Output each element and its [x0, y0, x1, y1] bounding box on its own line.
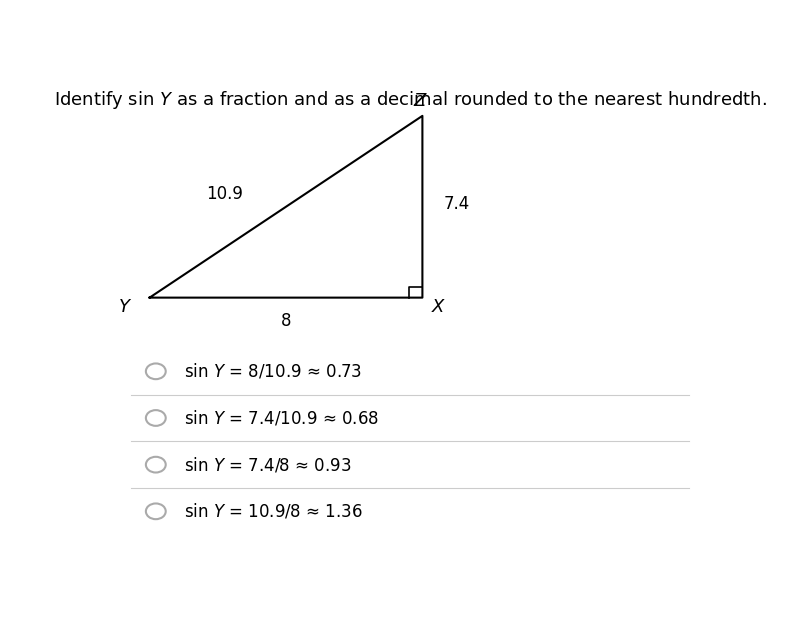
Text: sin $Y$ = 7.4/10.9 ≈ 0.68: sin $Y$ = 7.4/10.9 ≈ 0.68 [184, 408, 378, 427]
Text: X: X [432, 299, 444, 316]
Text: sin $Y$ = 8/10.9 ≈ 0.73: sin $Y$ = 8/10.9 ≈ 0.73 [184, 362, 362, 381]
Text: sin $Y$ = 10.9/8 ≈ 1.36: sin $Y$ = 10.9/8 ≈ 1.36 [184, 502, 362, 521]
Text: sin $Y$ = 7.4/8 ≈ 0.93: sin $Y$ = 7.4/8 ≈ 0.93 [184, 455, 351, 474]
Text: Z: Z [413, 92, 426, 110]
Text: 10.9: 10.9 [206, 186, 242, 204]
Text: 7.4: 7.4 [444, 195, 470, 213]
Text: Identify sin $Y$ as a fraction and as a decimal rounded to the nearest hundredth: Identify sin $Y$ as a fraction and as a … [54, 89, 766, 111]
Text: Y: Y [119, 299, 130, 316]
Text: 8: 8 [281, 313, 291, 330]
